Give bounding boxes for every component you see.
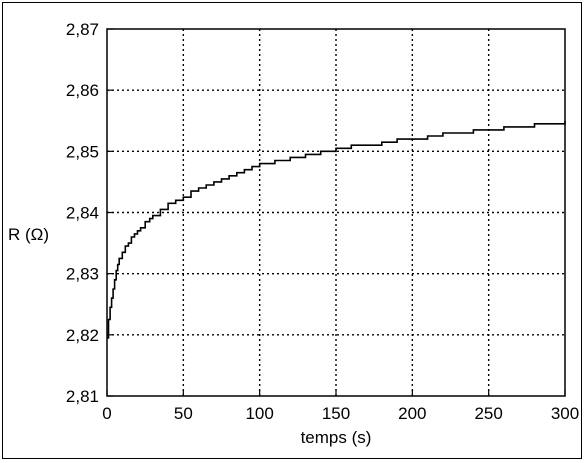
- x-tick-label: 0: [102, 404, 111, 423]
- series-group: [107, 120, 566, 339]
- y-tick-label: 2,84: [66, 204, 99, 223]
- y-tick-label: 2,83: [66, 265, 99, 284]
- x-tick-label: 50: [174, 404, 193, 423]
- x-tick-label: 100: [245, 404, 273, 423]
- chart-frame: [2, 2, 582, 459]
- x-tick-labels: 0 50 100 150 200 250 300: [102, 404, 579, 423]
- series-line-1: [107, 120, 566, 339]
- y-tick-label: 2,82: [66, 326, 99, 345]
- x-tick-label: 200: [398, 404, 426, 423]
- tick-marks: [106, 28, 566, 397]
- y-tick-label: 2,86: [66, 81, 99, 100]
- y-tick-label: 2,85: [66, 142, 99, 161]
- x-axis-label: temps (s): [301, 428, 372, 447]
- y-tick-label: 2,81: [66, 387, 99, 406]
- y-axis-label: R (Ω): [8, 225, 49, 244]
- y-tick-labels: 2,81 2,82 2,83 2,84 2,85 2,86 2,87: [66, 20, 99, 406]
- x-tick-label: 150: [322, 404, 350, 423]
- y-tick-label: 2,87: [66, 20, 99, 39]
- grid-lines: [107, 29, 565, 396]
- x-tick-label: 250: [474, 404, 502, 423]
- x-tick-label: 300: [551, 404, 579, 423]
